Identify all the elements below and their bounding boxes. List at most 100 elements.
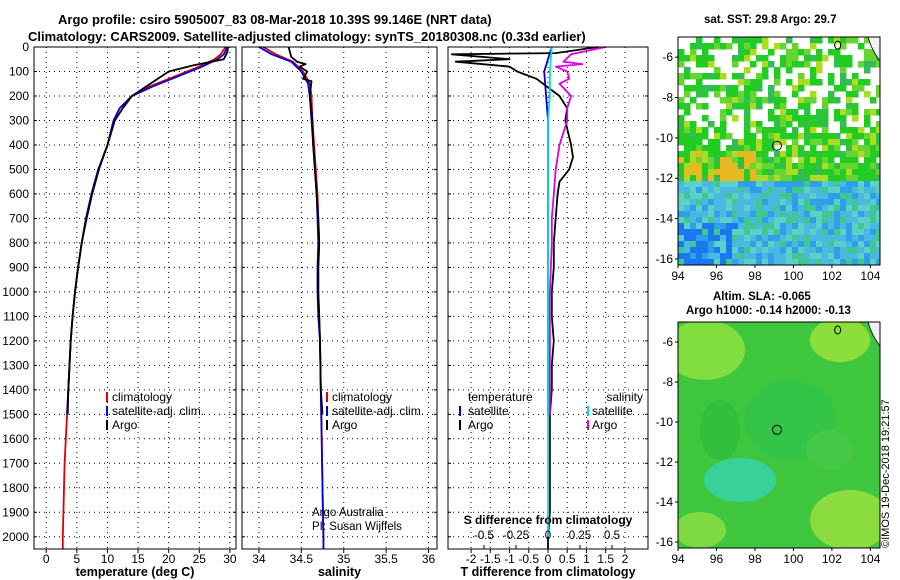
map-cell bbox=[714, 247, 721, 254]
map-cell bbox=[780, 211, 787, 218]
map-cell bbox=[756, 127, 763, 134]
map-cell bbox=[732, 217, 739, 224]
map-cell bbox=[738, 151, 745, 158]
map-cell bbox=[720, 235, 727, 242]
map-cell bbox=[822, 205, 829, 212]
map-cell bbox=[870, 259, 877, 265]
map-cell bbox=[834, 37, 841, 44]
x-tick-label: 10 bbox=[101, 552, 115, 566]
map-cell bbox=[828, 187, 835, 194]
map-cell bbox=[852, 223, 859, 230]
map-cell bbox=[792, 187, 799, 194]
map-cell bbox=[864, 133, 871, 140]
legend-entry: climatology bbox=[112, 390, 172, 404]
map-cell bbox=[684, 247, 691, 254]
map-cell bbox=[684, 169, 691, 176]
map-cell bbox=[864, 223, 871, 230]
map-cell bbox=[726, 241, 733, 248]
map-cell bbox=[708, 121, 715, 128]
map-cell bbox=[864, 181, 871, 188]
map-cell bbox=[678, 139, 685, 146]
map-cell bbox=[762, 127, 769, 134]
map-cell bbox=[684, 157, 691, 164]
map-cell bbox=[792, 151, 799, 158]
map-cell bbox=[702, 145, 709, 152]
map-cell bbox=[726, 217, 733, 224]
map-cell bbox=[828, 259, 835, 265]
map-cell bbox=[696, 241, 703, 248]
map-cell bbox=[774, 187, 781, 194]
map-cell bbox=[714, 157, 721, 164]
map-cell bbox=[678, 193, 685, 200]
y-tick-label: 400 bbox=[9, 138, 29, 152]
map-cell bbox=[690, 97, 697, 104]
map-cell bbox=[714, 193, 721, 200]
map-cell bbox=[678, 133, 685, 140]
map-cell bbox=[822, 169, 829, 176]
map-cell bbox=[756, 175, 763, 182]
map-cell bbox=[792, 55, 799, 62]
map-cell bbox=[810, 241, 817, 248]
map-cell bbox=[810, 97, 817, 104]
x-tick-label: 5 bbox=[74, 552, 81, 566]
map-cell bbox=[678, 247, 685, 254]
map-cell bbox=[750, 253, 757, 260]
map-cell bbox=[816, 217, 823, 224]
map-cell bbox=[786, 241, 793, 248]
map-cell bbox=[870, 157, 877, 164]
map-cell bbox=[726, 193, 733, 200]
map-cell bbox=[828, 241, 835, 248]
map-cell bbox=[678, 211, 685, 218]
map-cell bbox=[840, 199, 847, 206]
map-cell bbox=[786, 121, 793, 128]
map-cell bbox=[726, 259, 733, 265]
series-argo bbox=[66, 46, 229, 415]
series-salinity-argo bbox=[549, 46, 606, 415]
map-cell bbox=[726, 109, 733, 116]
map-cell bbox=[828, 73, 835, 80]
map-cell bbox=[768, 247, 775, 254]
map-cell bbox=[828, 223, 835, 230]
map-cell bbox=[798, 115, 805, 122]
map-cell bbox=[762, 133, 769, 140]
map-cell bbox=[852, 157, 859, 164]
map-cell bbox=[852, 163, 859, 170]
panel-salinity: 34 34.5 35 35.5 36 salinity climatologysatelli… bbox=[241, 46, 438, 579]
map-cell bbox=[852, 103, 859, 110]
map-cell bbox=[864, 121, 871, 128]
map-cell bbox=[816, 241, 823, 248]
map-cell bbox=[846, 133, 853, 140]
map-cell bbox=[786, 187, 793, 194]
map-cell bbox=[732, 187, 739, 194]
map-cell bbox=[840, 115, 847, 122]
map-cell bbox=[678, 127, 685, 134]
map-cell bbox=[762, 199, 769, 206]
land-coast bbox=[867, 37, 880, 62]
map-cell bbox=[720, 43, 727, 50]
map-cell bbox=[816, 121, 823, 128]
map-cell bbox=[732, 151, 739, 158]
map-cell bbox=[798, 49, 805, 56]
map-cell bbox=[690, 175, 697, 182]
map-cell bbox=[840, 247, 847, 254]
map-cell bbox=[678, 163, 685, 170]
map-cell bbox=[870, 175, 877, 182]
map-cell bbox=[702, 181, 709, 188]
map-cell bbox=[726, 205, 733, 212]
map-cell bbox=[816, 55, 823, 62]
map-cell bbox=[852, 73, 859, 80]
map-cell bbox=[834, 223, 841, 230]
map-cell bbox=[876, 151, 880, 158]
map-cell bbox=[726, 211, 733, 218]
map-cell bbox=[774, 181, 781, 188]
legend-entry: Argo bbox=[112, 418, 138, 432]
map-cell bbox=[792, 229, 799, 236]
map-cell bbox=[840, 61, 847, 68]
map-anomaly-blob bbox=[678, 322, 745, 380]
map-cell bbox=[834, 85, 841, 92]
map-cell bbox=[798, 151, 805, 158]
map-cell bbox=[876, 223, 880, 230]
y-tick-label: 1200 bbox=[2, 334, 29, 348]
map-cell bbox=[702, 91, 709, 98]
map-cell bbox=[774, 259, 781, 265]
